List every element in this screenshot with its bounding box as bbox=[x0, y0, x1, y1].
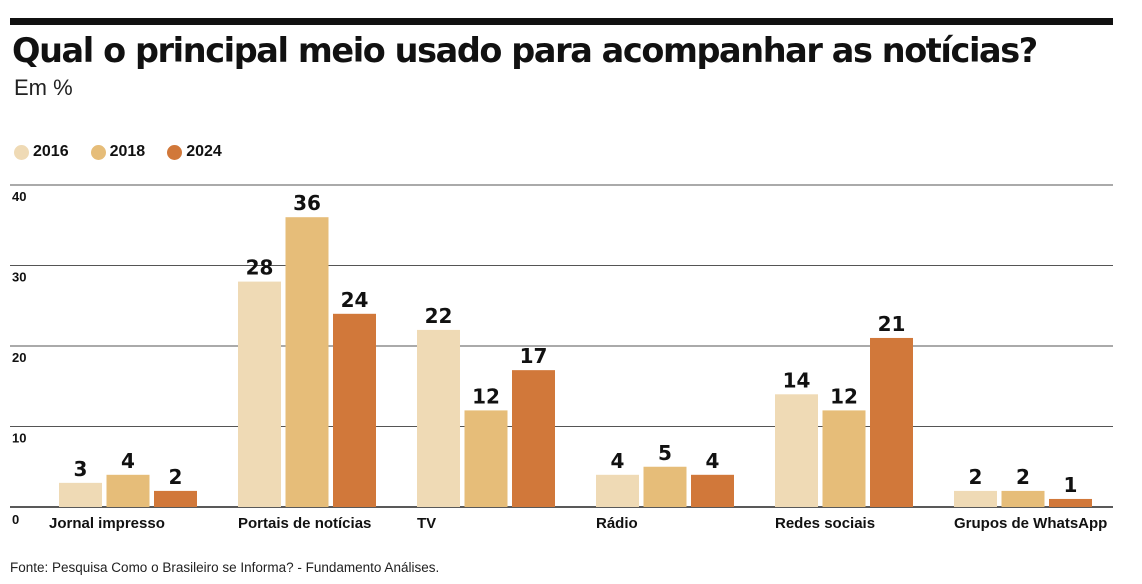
bar-2016 bbox=[59, 482, 102, 507]
y-tick-label: 30 bbox=[12, 270, 26, 285]
y-tick-label: 40 bbox=[12, 189, 26, 204]
bar-value-label: 5 bbox=[658, 441, 672, 465]
bar-value-label: 4 bbox=[706, 449, 720, 473]
bar-value-label: 14 bbox=[783, 368, 811, 392]
y-tick-label: 10 bbox=[12, 431, 26, 446]
bar-2016 bbox=[417, 329, 460, 507]
category-label: Rádio bbox=[596, 515, 638, 532]
bar-2024 bbox=[333, 313, 376, 507]
category-label: Jornal impresso bbox=[49, 515, 165, 532]
bar-value-label: 28 bbox=[246, 256, 274, 280]
bar-value-label: 4 bbox=[121, 449, 135, 473]
legend-item-2024: 2024 bbox=[167, 143, 222, 161]
legend-label-2016: 2016 bbox=[33, 143, 69, 160]
bar-value-label: 2 bbox=[969, 465, 983, 489]
bar-2016 bbox=[954, 490, 997, 507]
bar-value-label: 21 bbox=[878, 312, 906, 336]
category-label: Redes sociais bbox=[775, 515, 875, 532]
legend-label-2018: 2018 bbox=[109, 143, 146, 160]
legend-item-2016: 2016 bbox=[14, 143, 69, 161]
bar-2018 bbox=[1001, 490, 1045, 507]
bar-2018 bbox=[106, 474, 150, 507]
bar-2018 bbox=[643, 466, 687, 507]
bar-value-label: 12 bbox=[830, 384, 858, 408]
bar-2024 bbox=[1049, 498, 1092, 507]
bar-2018 bbox=[285, 217, 329, 507]
bar-2024 bbox=[512, 370, 555, 507]
bar-value-label: 2 bbox=[169, 465, 183, 489]
legend-item-2018: 2018 bbox=[90, 143, 146, 161]
category-label: TV bbox=[417, 515, 436, 532]
bar-value-label: 12 bbox=[472, 384, 500, 408]
legend-swatch-2018 bbox=[90, 144, 106, 160]
bar-value-label: 2 bbox=[1016, 465, 1030, 489]
chart-title: Qual o principal meio usado para acompan… bbox=[12, 31, 1038, 70]
category-label: Portais de notícias bbox=[238, 515, 371, 532]
bar-value-label: 24 bbox=[341, 288, 369, 312]
bar-2024 bbox=[154, 490, 197, 507]
category-label: Grupos de WhatsApp bbox=[954, 515, 1107, 532]
bar-2016 bbox=[775, 394, 818, 507]
bar-value-label: 4 bbox=[611, 449, 625, 473]
legend-swatch-2024 bbox=[167, 144, 183, 160]
bar-2016 bbox=[238, 281, 281, 507]
bar-2024 bbox=[691, 474, 734, 507]
legend: 2016 2018 2024 bbox=[14, 141, 244, 163]
top-rule bbox=[10, 18, 1113, 25]
bar-value-label: 17 bbox=[520, 344, 548, 368]
bar-2018 bbox=[464, 410, 508, 507]
bar-value-label: 36 bbox=[293, 191, 321, 215]
bar-2016 bbox=[596, 474, 639, 507]
bar-value-label: 22 bbox=[425, 304, 453, 328]
bar-value-label: 1 bbox=[1064, 473, 1078, 497]
chart-subtitle: Em % bbox=[14, 75, 73, 100]
source-note: Fonte: Pesquisa Como o Brasileiro se Inf… bbox=[10, 560, 440, 575]
bar-2018 bbox=[822, 410, 866, 507]
y-tick-label: 20 bbox=[12, 350, 26, 365]
bar-value-label: 3 bbox=[74, 457, 88, 481]
legend-label-2024: 2024 bbox=[186, 143, 222, 160]
legend-swatch-2016 bbox=[14, 144, 29, 160]
bar-2024 bbox=[870, 337, 913, 507]
y-tick-label: 0 bbox=[12, 512, 19, 527]
